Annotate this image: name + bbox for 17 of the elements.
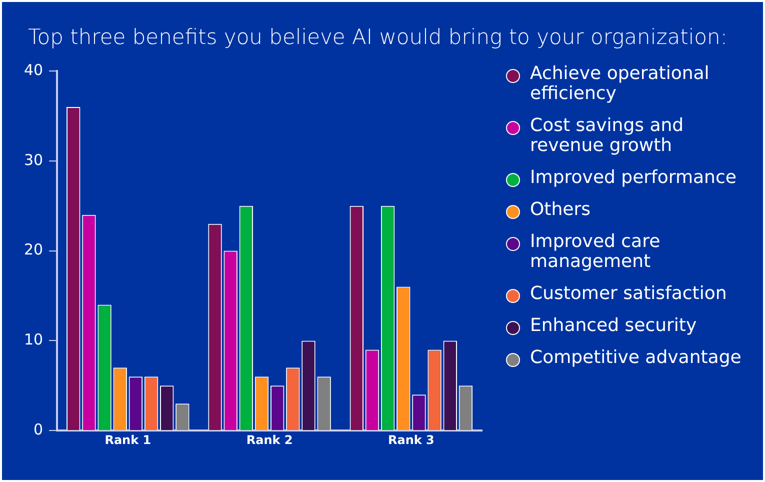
y-tick-label: 20 — [24, 240, 44, 259]
legend-label: Competitive advantage — [530, 347, 742, 368]
legend-label: Cost savings and revenue growth — [530, 115, 685, 156]
chart-title: Top three benefits you believe AI would bring to your organization: — [27, 24, 728, 49]
legend-label: Customer satisfaction — [530, 283, 727, 304]
legend-label: Achieve operational efficiency — [530, 63, 710, 104]
legend-label: Others — [530, 199, 590, 220]
legend-label: Enhanced security — [530, 315, 697, 336]
x-tick-label: Rank 1 — [104, 432, 152, 447]
legend-label: Improved care management — [530, 231, 662, 272]
y-tick-label: 0 — [34, 420, 44, 438]
x-tick-label: Rank 2 — [246, 432, 293, 447]
y-tick-label: 40 — [24, 60, 44, 79]
legend-label: Improved performance — [530, 167, 736, 188]
x-tick-label: Rank 3 — [388, 432, 434, 447]
y-tick-label: 30 — [24, 150, 44, 169]
y-tick-label: 10 — [24, 330, 44, 349]
